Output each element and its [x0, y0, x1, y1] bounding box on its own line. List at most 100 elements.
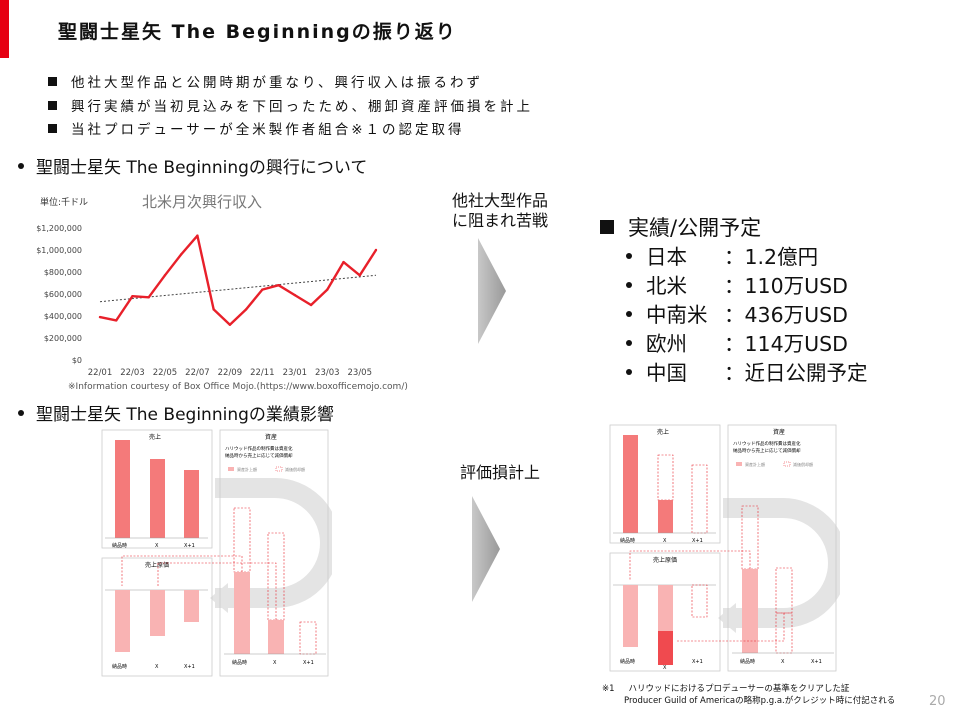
- accounting-diagram-after: 売上 納品時 X X+1 資産 ハリウッド作品の制作費は資産化 納品時から売上に…: [609, 424, 840, 672]
- data-point: [261, 288, 264, 291]
- bar-sales-delivery: [115, 440, 130, 538]
- square-bullet-icon: [600, 220, 614, 234]
- data-point: [358, 274, 361, 277]
- square-bullet-icon: [48, 100, 57, 110]
- list-item: 中国 ：近日公開予定: [626, 359, 868, 388]
- bar-asset-x: [268, 620, 284, 654]
- bullet-icon: [626, 253, 632, 259]
- x-label: X: [781, 659, 785, 665]
- bar-asset-delivery: [742, 569, 758, 653]
- section-heading-box-office: 聖闘士星矢 The Beginningの興行について: [18, 153, 367, 178]
- bullet-icon: [18, 410, 24, 416]
- bullet-item: 当社プロデューサーが全米製作者組合※１の認定取得: [48, 119, 533, 143]
- x-label: X: [663, 538, 667, 544]
- series-points: [98, 234, 378, 326]
- x-tick-label: 22/01: [88, 368, 113, 378]
- y-tick-label: $800,000: [44, 268, 82, 277]
- legend-label: 減価償却額: [793, 461, 813, 467]
- x-label: 納品時: [740, 658, 755, 665]
- chevron-right-icon: [478, 238, 506, 344]
- note: ハリウッド作品の制作費は資産化: [225, 445, 293, 452]
- data-point: [115, 319, 118, 322]
- bar-sales-x: [658, 500, 673, 533]
- footnote: ※1 ハリウッドにおけるプロデューサーの基準をクリアした証 Producer Gu…: [602, 684, 896, 706]
- bar-cogs-delivery: [115, 590, 130, 652]
- x-label: X+1: [184, 664, 195, 670]
- list-item: 欧州 ：114万USD: [626, 330, 868, 359]
- note: ハリウッド作品の制作費は資産化: [733, 440, 801, 447]
- section-heading-impact: 聖闘士星矢 The Beginningの業績影響: [18, 400, 334, 425]
- y-tick-label: $1,200,000: [36, 224, 82, 233]
- label-cogs: 売上原価: [653, 556, 677, 564]
- label-asset: 資産: [773, 428, 785, 436]
- bar-sales-delivery: [623, 435, 638, 533]
- x-label: X: [155, 543, 159, 549]
- label-sales: 売上: [657, 428, 669, 436]
- x-label: 納品時: [232, 659, 247, 666]
- x-tick-label: 22/07: [185, 368, 210, 378]
- list-item: 日本 ：1.2億円: [626, 243, 868, 272]
- y-tick-label: $400,000: [44, 312, 82, 321]
- x-label: 納品時: [112, 542, 127, 549]
- bar-cogs-x: [658, 585, 673, 631]
- x-label: X+1: [184, 543, 195, 549]
- arrow1-caption: 他社大型作品 に阻まれ苦戦: [451, 191, 548, 230]
- y-axis: $0 $200,000 $400,000 $600,000 $800,000 $1,000…: [36, 224, 82, 365]
- data-point: [163, 274, 167, 277]
- summary-bullets: 他社大型作品と公開時期が重なり、興行収入は振るわず 興行実績が当初見込みを下回っ…: [48, 72, 533, 143]
- data-point: [293, 293, 297, 297]
- x-axis: 22/01 22/03 22/05 22/07 22/09 22/11 23/01 23/03…: [88, 368, 372, 378]
- x-label: 納品時: [620, 537, 635, 544]
- legend-label: 資産計上額: [237, 466, 257, 472]
- x-label: X+1: [692, 659, 703, 665]
- x-label: X+1: [303, 660, 314, 666]
- note: 納品時から売上に応じて減価償却: [733, 447, 801, 454]
- accent-bar: [0, 0, 9, 58]
- bullet-icon: [626, 311, 632, 317]
- arrow2-caption: 評価損計上: [459, 463, 540, 482]
- legend-label: 資産計上額: [745, 461, 765, 467]
- x-label: X: [273, 660, 277, 666]
- label-cogs: 売上原価: [145, 561, 169, 569]
- list-item: 中南米 ：436万USD: [626, 301, 868, 330]
- chart-unit-label: 単位:千ドル: [40, 196, 88, 208]
- x-label: 納品時: [620, 658, 635, 665]
- data-point: [131, 295, 134, 298]
- bar-asset-delivery: [234, 572, 250, 654]
- square-bullet-icon: [48, 124, 57, 133]
- data-point: [374, 248, 378, 252]
- bullet-item: 他社大型作品と公開時期が重なり、興行収入は振るわず: [48, 72, 533, 96]
- x-tick-label: 23/01: [283, 368, 308, 378]
- x-label: X: [663, 665, 667, 671]
- y-tick-label: $200,000: [44, 334, 82, 343]
- y-tick-label: $600,000: [44, 290, 82, 299]
- bar-cogs-x: [150, 590, 165, 636]
- chevron-right-icon: [472, 496, 500, 602]
- data-point: [342, 260, 345, 264]
- label-sales: 売上: [149, 433, 161, 441]
- performance-heading: 実績/公開予定: [600, 212, 761, 242]
- bar-impairment-x: [658, 631, 673, 665]
- x-tick-label: 22/05: [153, 368, 178, 378]
- accounting-diagram-before: 売上 納品時 X X+1 資産 ハリウッド作品の制作費は資産化 納品時から売上に…: [101, 429, 332, 677]
- bullet-icon: [626, 369, 632, 375]
- x-tick-label: 23/03: [315, 368, 340, 378]
- x-tick-label: 22/03: [120, 368, 144, 378]
- bar-cogs-delivery: [623, 585, 638, 647]
- x-label: X+1: [811, 659, 822, 665]
- note: 納品時から売上に応じて減価償却: [225, 452, 293, 459]
- x-label: X: [155, 664, 159, 670]
- bullet-icon: [626, 282, 632, 288]
- data-point: [212, 308, 215, 311]
- x-label: X+1: [692, 538, 703, 544]
- line-chart: 単位:千ドル 北米月次興行収入 $0 $200,000 $400,000 $600,0…: [36, 193, 378, 378]
- bullet-item: 興行実績が当初見込みを下回ったため、棚卸資産評価損を計上: [48, 96, 533, 120]
- x-tick-label: 22/09: [218, 368, 243, 378]
- x-tick-label: 22/11: [250, 368, 275, 378]
- data-point: [196, 234, 199, 237]
- y-tick-label: $1,000,000: [36, 246, 82, 255]
- bullet-icon: [18, 163, 24, 169]
- series-line: [99, 234, 378, 327]
- page-number: 20: [929, 694, 946, 709]
- data-point: [244, 308, 248, 311]
